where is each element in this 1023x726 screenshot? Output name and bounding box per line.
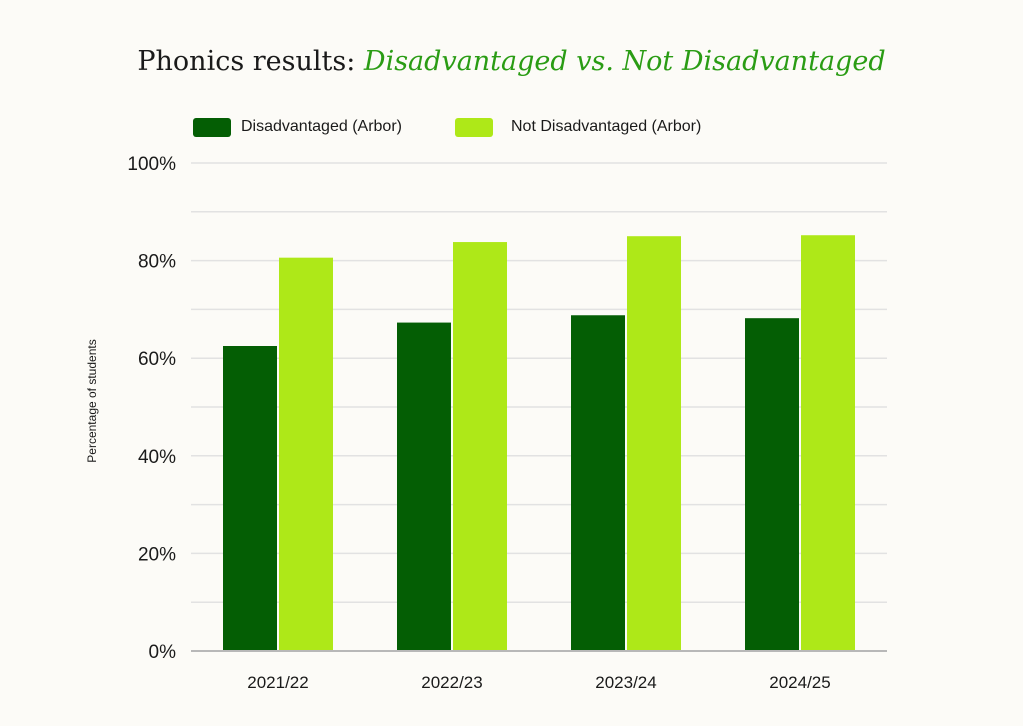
y-tick-label: 0%	[149, 642, 177, 663]
chart-title-accent: Disadvantaged vs. Not Disadvantaged	[363, 46, 886, 77]
bar-not-disadvantaged	[627, 236, 681, 651]
x-tick-label: 2023/24	[595, 673, 656, 692]
legend-label-disadvantaged: Disadvantaged (Arbor)	[241, 118, 402, 135]
bar-disadvantaged	[223, 346, 277, 651]
legend-item-disadvantaged: Disadvantaged (Arbor)	[193, 116, 402, 138]
bar-disadvantaged	[397, 322, 451, 651]
y-tick-label: 100%	[127, 154, 176, 175]
y-tick-label: 80%	[138, 252, 176, 273]
x-tick-label: 2024/25	[769, 673, 830, 692]
legend-label-not-disadvantaged: Not Disadvantaged (Arbor)	[511, 118, 702, 135]
x-tick-label: 2021/22	[247, 673, 308, 692]
legend-item-not-disadvantaged: Not Disadvantaged (Arbor)	[455, 116, 701, 138]
legend-swatch-disadvantaged	[193, 117, 231, 137]
bar-not-disadvantaged	[279, 257, 333, 651]
chart-title-prefix: Phonics results:	[137, 46, 364, 77]
bar-not-disadvantaged	[801, 235, 855, 651]
y-tick-label: 60%	[138, 349, 176, 370]
y-tick-label: 20%	[138, 544, 176, 565]
y-tick-label: 40%	[138, 447, 176, 468]
chart-title: Phonics results: Disadvantaged vs. Not D…	[0, 46, 1023, 77]
bar-not-disadvantaged	[453, 242, 507, 651]
bar-disadvantaged	[571, 315, 625, 651]
x-tick-label: 2022/23	[421, 673, 482, 692]
legend-swatch-not-disadvantaged	[455, 117, 493, 137]
bar-disadvantaged	[745, 318, 799, 651]
